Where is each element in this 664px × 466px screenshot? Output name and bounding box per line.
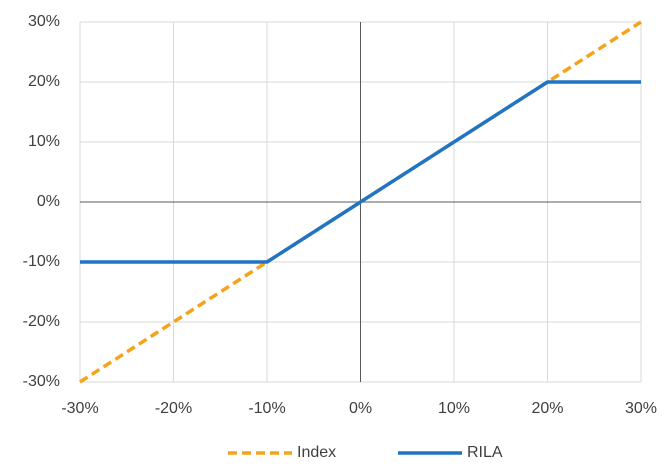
y-tick-label: -30% — [23, 373, 60, 390]
x-tick-label: -30% — [61, 400, 98, 417]
x-tick-label: -20% — [155, 400, 192, 417]
y-tick-label: 20% — [28, 73, 60, 90]
y-tick-label: -10% — [23, 253, 60, 270]
legend-label: Index — [297, 444, 336, 461]
series-line — [80, 80, 641, 264]
y-tick-label: 10% — [28, 133, 60, 150]
y-tick-label: 30% — [28, 13, 60, 30]
x-tick-label: 0% — [349, 400, 372, 417]
x-tick-label: 10% — [438, 400, 470, 417]
y-tick-label: -20% — [23, 313, 60, 330]
x-tick-label: 30% — [625, 400, 657, 417]
x-tick-label: 20% — [531, 400, 563, 417]
series-line — [79, 20, 642, 384]
x-tick-label: -10% — [248, 400, 285, 417]
y-tick-label: 0% — [37, 193, 60, 210]
legend-label: RILA — [467, 444, 503, 461]
